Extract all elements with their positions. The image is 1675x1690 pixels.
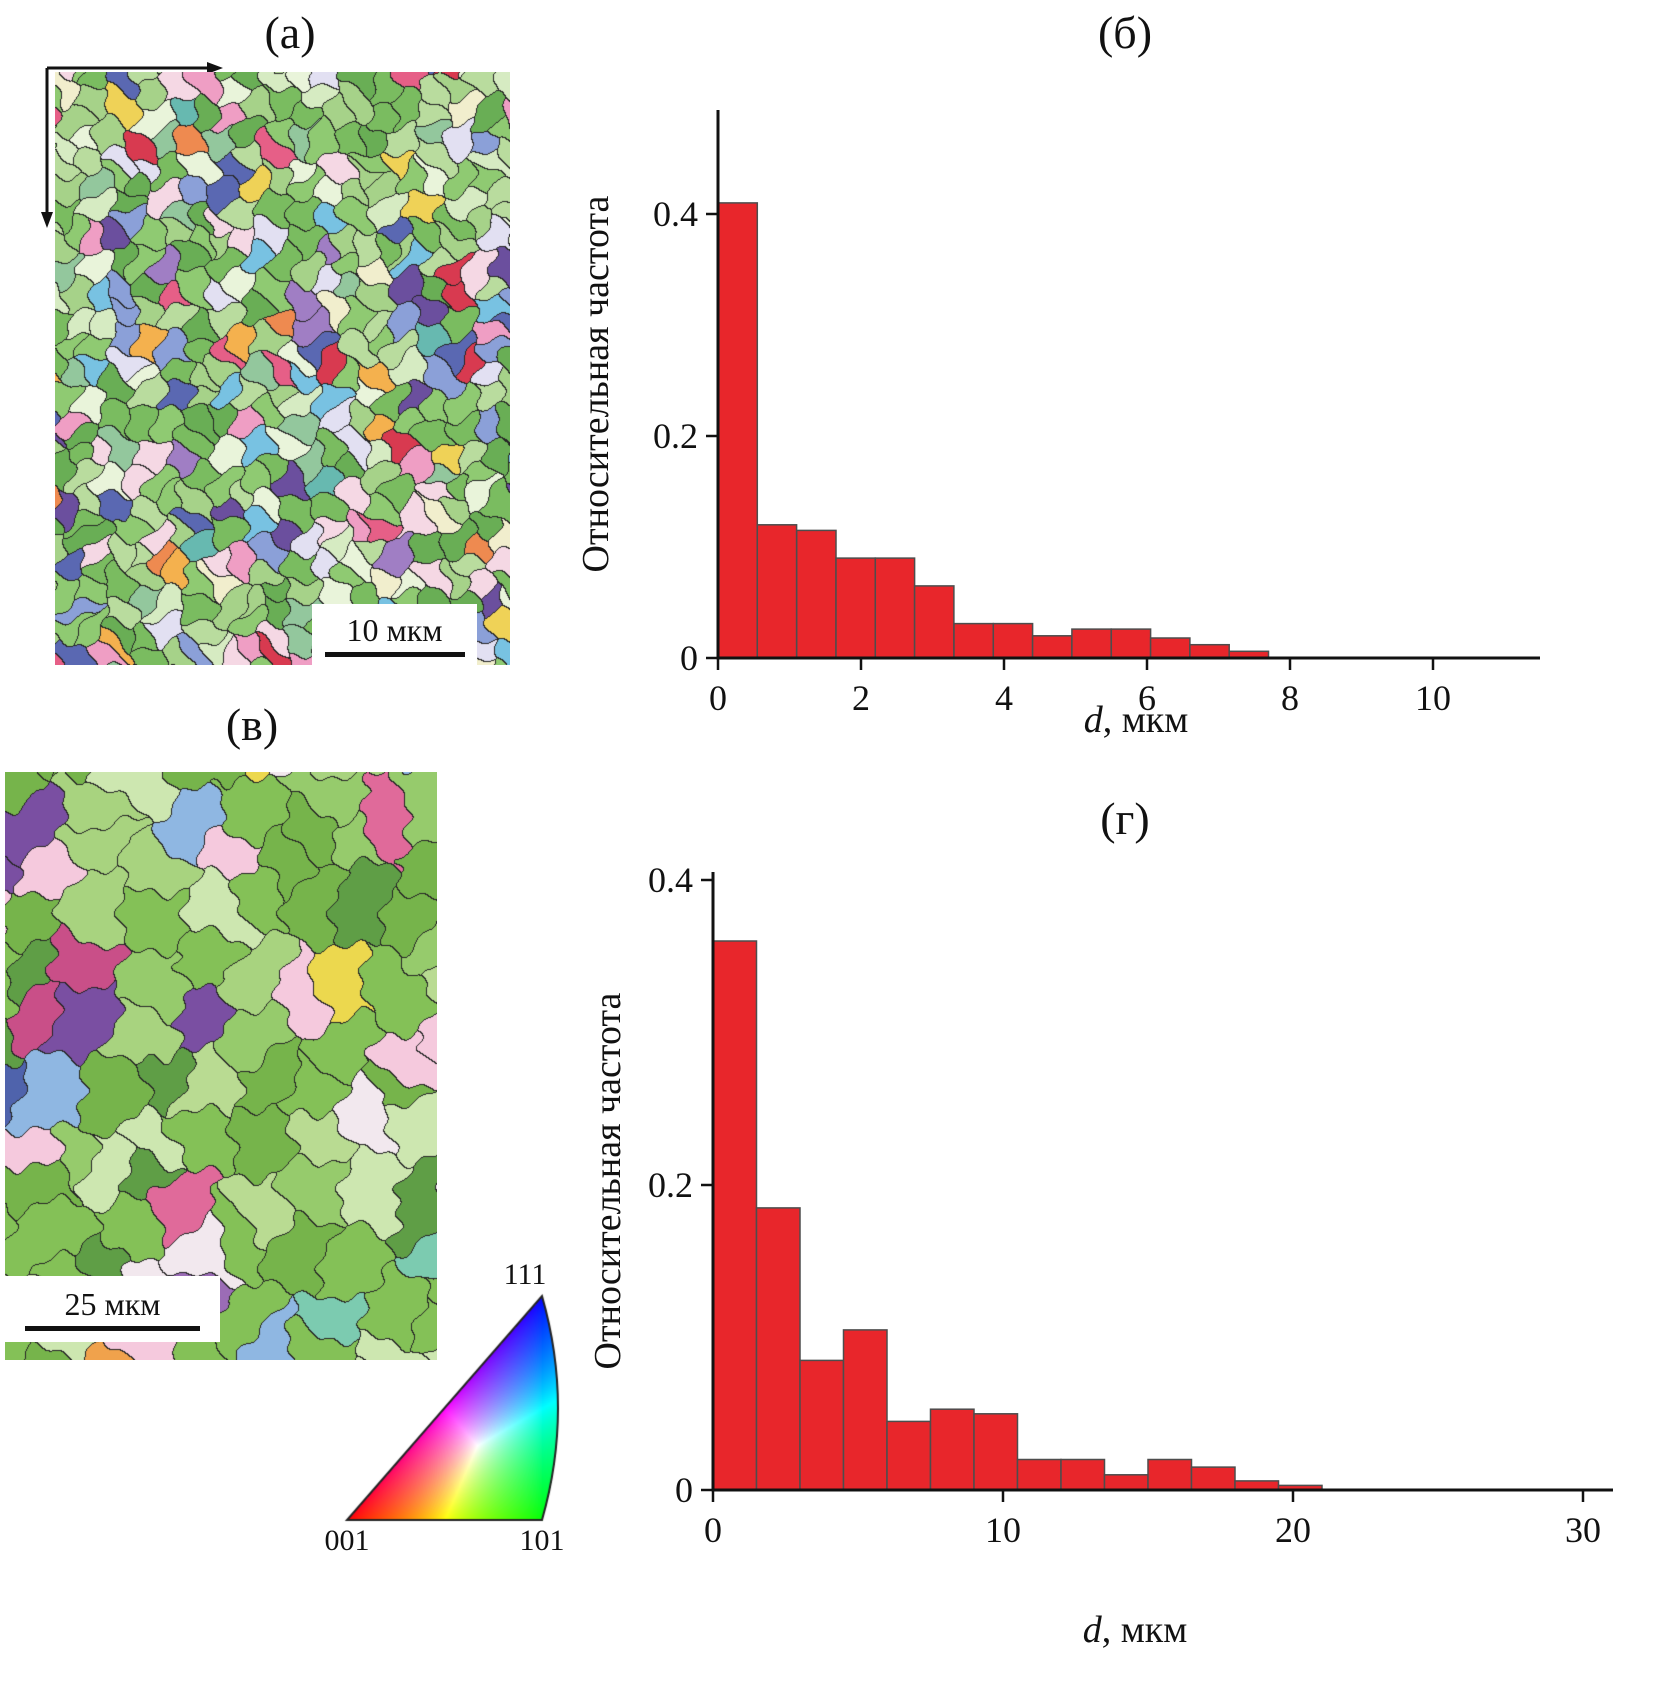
histogram-bar: [1031, 635, 1073, 659]
histogram-bar: [973, 1413, 1019, 1491]
histogram-bar: [717, 202, 759, 659]
histogram-bar: [1016, 1458, 1062, 1491]
y-tick-label: 0: [675, 1470, 693, 1510]
arrow-down-head-icon: [41, 212, 53, 228]
ipf-label-111: 111: [503, 1258, 547, 1291]
histogram-bar: [992, 622, 1034, 659]
scale-bar-v-label: 25 мкм: [64, 1285, 161, 1322]
histogram-bar: [835, 557, 877, 659]
histogram-bar: [1071, 628, 1112, 659]
histogram-b: 0 2 4 6 8 10 0 0.2 0.4 Относительная частота d, мк…: [580, 110, 1540, 741]
histogram-bar: [1060, 1458, 1106, 1491]
ipf-color-triangle: [312, 1258, 572, 1558]
x-tick-label: 0: [704, 1510, 722, 1550]
scale-bar-a-line: [324, 651, 465, 657]
y-axis-title: Относительная частота: [590, 992, 629, 1369]
y-tick-label: 0.2: [653, 416, 698, 456]
x-tick-label: 2: [852, 678, 870, 718]
histogram-bar: [886, 1420, 932, 1491]
x-tick-label: 4: [995, 678, 1013, 718]
scale-bar-a-label: 10 мкм: [346, 611, 443, 648]
x-axis-title: d, мкм: [1084, 699, 1189, 741]
scale-bar-v-line: [25, 1325, 200, 1331]
histogram-bar: [1110, 628, 1152, 659]
scan-axes-arrows: [41, 62, 223, 228]
histogram-bar: [712, 940, 758, 1491]
x-tick-label: 20: [1275, 1510, 1311, 1550]
x-tick-label: 10: [985, 1510, 1021, 1550]
histogram-bar: [842, 1329, 888, 1491]
histogram-bar: [1103, 1474, 1149, 1491]
ipf-label-001: 001: [324, 1524, 370, 1557]
panel-a-label: (а): [264, 7, 316, 58]
histogram-bar: [1189, 643, 1230, 659]
x-tick-label: 0: [709, 678, 727, 718]
histogram-bar: [1147, 1458, 1193, 1491]
x-tick-label: 6: [1138, 678, 1156, 718]
y-tick-label: 0: [680, 638, 698, 678]
arrow-right-head-icon: [207, 62, 223, 74]
histogram-bar: [913, 585, 955, 659]
histogram-bar: [755, 1207, 801, 1491]
histogram-bar: [929, 1408, 975, 1491]
scale-bar-a: 10 мкм: [312, 604, 477, 666]
histogram-bar: [1190, 1466, 1236, 1491]
x-axis-title: d, мкм: [1083, 1609, 1188, 1651]
histogram-bar: [799, 1359, 845, 1491]
histogram-bar: [953, 622, 995, 659]
histogram-bar: [874, 557, 916, 659]
histogram-bar: [756, 524, 798, 659]
ipf-label-101: 101: [519, 1524, 565, 1557]
ebsd-map-a: [55, 72, 510, 665]
y-tick-label: 0.4: [653, 194, 698, 234]
histogram-g: 0 10 20 30 0 0.2 0.4 Относительная частота d, мк…: [590, 860, 1613, 1651]
y-tick-label: 0.2: [648, 1165, 693, 1205]
scale-bar-v: 25 мкм: [5, 1276, 220, 1342]
x-tick-label: 10: [1415, 678, 1451, 718]
panel-b-label: (б): [1097, 7, 1153, 58]
x-tick-label: 30: [1565, 1510, 1601, 1550]
panel-v-label: (в): [225, 699, 279, 750]
histogram-bar: [795, 529, 837, 659]
y-tick-label: 0.4: [648, 860, 693, 900]
histogram-bar: [1149, 637, 1191, 659]
panel-g-label: (г): [1100, 793, 1150, 844]
y-axis-title: Относительная частота: [580, 195, 617, 572]
x-tick-label: 8: [1281, 678, 1299, 718]
